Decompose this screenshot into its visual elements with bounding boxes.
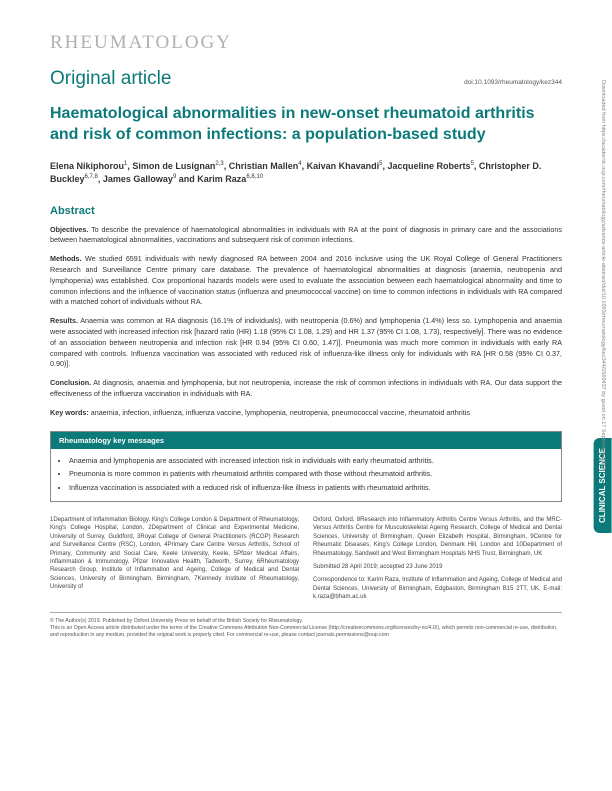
article-title: Haematological abnormalities in new-onse… [50,104,562,146]
abstract-conclusion: Conclusion. At diagnosis, anaemia and ly… [50,378,562,400]
conclusion-label: Conclusion. [50,378,91,387]
download-info: Downloaded from https://academic.oup.com… [600,80,606,680]
abstract-results: Results. Anaemia was common at RA diagno… [50,316,562,370]
correspondence: Correspondence to: Karim Raza, Institute… [313,576,562,601]
key-message-item: Influenza vaccination is associated with… [69,482,551,494]
key-message-item: Pneumonia is more common in patients wit… [69,468,551,480]
objectives-text: To describe the prevalence of haematolog… [50,225,562,245]
keywords: Key words: anaemia, infection, influenza… [50,408,562,419]
key-messages-box: Rheumatology key messages Anaemia and ly… [50,431,562,503]
article-type: Original article [50,68,171,90]
license: This is an Open Access article distribut… [50,625,562,639]
key-messages-header: Rheumatology key messages [51,432,561,449]
affiliations-col2: Oxford, Oxford, 8Research into Inflammat… [313,516,562,602]
abstract-methods: Methods. We studied 6591 individuals wit… [50,254,562,308]
methods-text: We studied 6591 individuals with newly d… [50,254,562,306]
keywords-label: Key words: [50,408,89,417]
copyright: © The Author(s) 2019. Published by Oxfor… [50,618,562,625]
key-messages-list: Anaemia and lymphopenia are associated w… [51,449,561,502]
key-message-item: Anaemia and lymphopenia are associated w… [69,455,551,467]
submitted-date: Submitted 28 April 2019; accepted 23 Jun… [313,563,562,571]
abstract-heading: Abstract [50,205,562,217]
affiliations-col1: 1Department of Inflammation Biology, Kin… [50,516,299,602]
objectives-label: Objectives. [50,225,88,234]
affiliations: 1Department of Inflammation Biology, Kin… [50,516,562,602]
keywords-text: anaemia, infection, influenza, influenza… [91,408,470,417]
results-text: Anaemia was common at RA diagnosis (16.1… [50,316,562,368]
results-label: Results. [50,316,78,325]
affiliations-col2-text: Oxford, Oxford, 8Research into Inflammat… [313,516,562,558]
methods-label: Methods. [50,254,82,263]
author-list: Elena Nikiphorou1, Simon de Lusignan2,3,… [50,160,562,187]
journal-name: RHEUMATOLOGY [50,32,562,54]
abstract-objectives: Objectives. To describe the prevalence o… [50,225,562,247]
footer: © The Author(s) 2019. Published by Oxfor… [50,612,562,639]
conclusion-text: At diagnosis, anaemia and lymphopenia, b… [50,378,562,398]
doi: doi:10.1093/rheumatology/kez344 [464,79,562,86]
